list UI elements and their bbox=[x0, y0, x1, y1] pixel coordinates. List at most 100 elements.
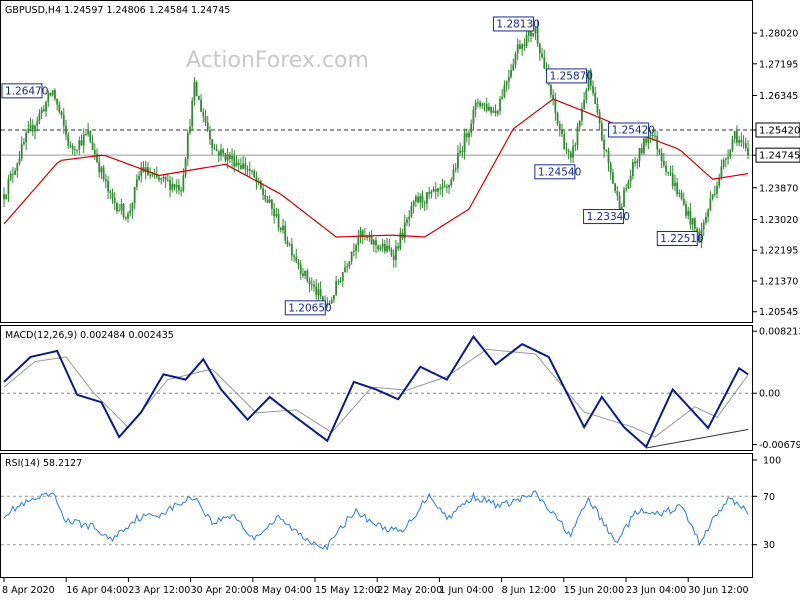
candle-body bbox=[293, 255, 295, 257]
candle-body bbox=[649, 134, 652, 136]
candle-body bbox=[519, 44, 521, 50]
candle-body bbox=[290, 244, 293, 256]
candle-body bbox=[669, 173, 672, 175]
candle-body bbox=[445, 186, 448, 188]
candle-body bbox=[178, 184, 180, 191]
candle-body bbox=[614, 183, 617, 191]
price-axis-label: 1.23870 bbox=[759, 183, 798, 194]
candle-body bbox=[512, 64, 515, 71]
candle-body bbox=[191, 100, 194, 127]
candle-body bbox=[85, 134, 87, 136]
candle-body bbox=[213, 148, 216, 150]
last-price-marker bbox=[755, 147, 800, 163]
candle-body bbox=[742, 142, 745, 144]
candle-body bbox=[277, 213, 280, 228]
candle-body bbox=[38, 113, 41, 121]
macd-label: MACD(12,26,9) 0.002484 0.002435 bbox=[5, 330, 174, 341]
candle-body bbox=[713, 193, 716, 195]
rsi-panel: 100 70 30 bbox=[1, 456, 781, 551]
candle-body bbox=[56, 99, 59, 105]
candle-body bbox=[135, 179, 138, 187]
candle-body bbox=[634, 161, 636, 164]
candle-body bbox=[235, 163, 238, 167]
candle-body bbox=[80, 140, 83, 146]
price-axis-label: 1.26345 bbox=[759, 91, 798, 102]
time-axis: 8 Apr 2020 16 Apr 04:00 23 Apr 12:00 30 Apr… bbox=[2, 578, 749, 596]
candle-body bbox=[685, 204, 687, 216]
candle-body bbox=[381, 244, 384, 248]
price-axis-label: 1.23020 bbox=[759, 215, 798, 226]
candle-body bbox=[490, 106, 493, 113]
candle-body bbox=[565, 149, 568, 151]
candle-body bbox=[645, 138, 648, 143]
candle-body bbox=[397, 246, 400, 249]
candle-body bbox=[419, 195, 422, 203]
candle-body bbox=[370, 235, 373, 245]
candle-body bbox=[120, 203, 123, 211]
candle-body bbox=[408, 216, 411, 220]
candle-body bbox=[306, 270, 309, 281]
candle-body bbox=[574, 145, 577, 147]
candle-body bbox=[361, 230, 364, 237]
candle-body bbox=[251, 170, 253, 172]
candle-body bbox=[583, 99, 586, 109]
candle-body bbox=[612, 172, 614, 184]
candle-body bbox=[127, 213, 129, 219]
candle-body bbox=[388, 245, 391, 250]
price-callout-box bbox=[284, 300, 326, 316]
candle-body bbox=[222, 149, 225, 154]
candle-body bbox=[337, 281, 340, 283]
candle-body bbox=[448, 185, 450, 188]
candle-body bbox=[34, 125, 36, 132]
candle-body bbox=[434, 189, 437, 192]
candle-body bbox=[54, 90, 56, 100]
rsi-label: RSI(14) 58.2127 bbox=[5, 458, 82, 469]
candle-body bbox=[3, 194, 5, 200]
candle-body bbox=[18, 158, 21, 164]
candle-body bbox=[144, 167, 147, 173]
candle-body bbox=[313, 284, 315, 287]
candle-body bbox=[186, 132, 189, 159]
candle-body bbox=[550, 84, 552, 95]
candle-body bbox=[109, 191, 112, 193]
candle-body bbox=[133, 186, 136, 204]
candle-body bbox=[155, 173, 158, 178]
candle-body bbox=[42, 109, 45, 112]
candle-body bbox=[488, 106, 490, 111]
candle-body bbox=[589, 69, 592, 86]
candle-body bbox=[421, 195, 424, 203]
candle-body bbox=[308, 280, 311, 285]
candle-body bbox=[91, 141, 94, 150]
candle-body bbox=[600, 123, 603, 140]
level-price-marker bbox=[755, 122, 800, 138]
candle-body bbox=[368, 235, 371, 238]
candle-body bbox=[60, 111, 63, 116]
macd-trendline bbox=[646, 428, 749, 449]
candle-body bbox=[662, 161, 665, 166]
candle-body bbox=[383, 244, 386, 252]
candle-body bbox=[733, 131, 736, 140]
candle-body bbox=[31, 124, 34, 132]
candle-body bbox=[14, 170, 16, 175]
candle-body bbox=[333, 295, 335, 300]
candle-body bbox=[82, 134, 85, 146]
candle-body bbox=[406, 219, 408, 223]
candle-body bbox=[166, 179, 169, 181]
candle-body bbox=[271, 199, 273, 209]
candle-body bbox=[359, 230, 362, 238]
candle-body bbox=[567, 150, 570, 153]
time-axis-label: 15 Jun 20:00 bbox=[564, 585, 624, 596]
candle-body bbox=[11, 173, 14, 175]
candle-body bbox=[654, 135, 656, 137]
candle-body bbox=[417, 196, 419, 203]
candle-body bbox=[182, 175, 185, 191]
price-axis-label: 1.20545 bbox=[759, 307, 798, 318]
candle-body bbox=[116, 203, 118, 212]
candle-body bbox=[189, 126, 191, 133]
candle-body bbox=[350, 251, 353, 262]
candle-body bbox=[587, 69, 590, 91]
candle-body bbox=[687, 210, 690, 216]
candle-body bbox=[357, 237, 360, 245]
candle-body bbox=[720, 166, 723, 179]
candle-body bbox=[211, 139, 214, 149]
